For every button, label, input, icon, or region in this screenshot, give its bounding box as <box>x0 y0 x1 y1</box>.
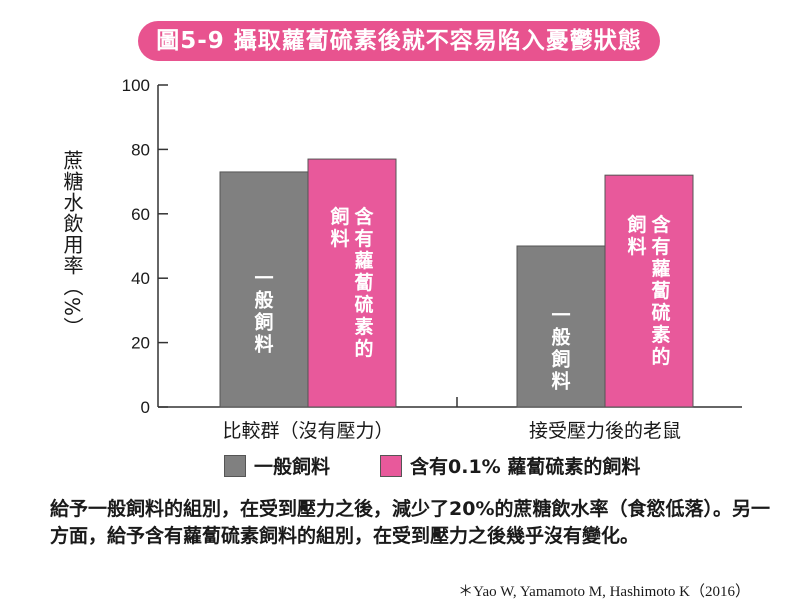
legend-swatch-normal <box>224 454 246 477</box>
bar-label: 含 <box>651 213 671 236</box>
bar-label: 般 <box>551 326 570 349</box>
y-tick-label: 40 <box>131 269 150 288</box>
chart-title: 圖5-9 攝取蘿蔔硫素後就不容易陷入憂鬱狀態 <box>138 21 660 61</box>
bar-label: 硫 <box>354 293 373 316</box>
bar-label: 蘿 <box>651 258 670 280</box>
bar-label: 飼 <box>329 205 349 228</box>
bar-label: 料 <box>330 227 349 250</box>
bar-label: 料 <box>551 370 570 393</box>
y-axis-label: 蔗糖水飲用率（%） <box>60 150 84 339</box>
x-category-label: 接受壓力後的老鼠 <box>529 420 681 442</box>
bar-chart: 020406080100一般飼料含有蘿蔔硫素的飼料比較群（沒有壓力）一般飼料含有… <box>122 76 742 442</box>
bar-label: 蔔 <box>354 272 373 294</box>
bar-label: 素 <box>651 323 670 346</box>
bar-label: 有 <box>651 235 670 258</box>
bar <box>604 174 694 408</box>
bar <box>307 158 397 408</box>
x-category-label: 比較群（沒有壓力） <box>222 420 393 442</box>
bar-label: 飼 <box>626 213 646 236</box>
legend-label-normal: 一般飼料 <box>254 456 331 478</box>
bar-label: 飼 <box>550 348 570 371</box>
citation: ＊Yao W, Yamamoto M, Hashimoto K（2016） <box>458 584 750 600</box>
bar-label: 一 <box>551 305 570 327</box>
bar-label: 硫 <box>651 301 670 324</box>
legend-item-normal: 一般飼料 <box>224 452 330 479</box>
legend-swatch-sulforaphane <box>380 454 403 477</box>
bar-label: 一 <box>254 267 273 289</box>
y-tick-label: 0 <box>141 398 150 417</box>
bar <box>516 245 606 408</box>
bar-label: 蔔 <box>651 280 670 302</box>
legend-label-sulforaphane: 含有0.1% 蘿蔔硫素的飼料 <box>410 456 641 478</box>
legend-item-sulforaphane: 含有0.1% 蘿蔔硫素的飼料 <box>380 452 640 479</box>
bar-label: 般 <box>254 288 273 311</box>
y-tick-label: 60 <box>131 205 150 224</box>
bar-label: 料 <box>627 235 646 258</box>
chart-caption: 給予一般飼料的組別，在受到壓力之後，減少了20%的蔗糖飲水率（食慾低落）。另一方… <box>50 498 770 547</box>
y-tick-label: 80 <box>131 140 150 159</box>
bar-label: 素 <box>354 315 373 338</box>
y-tick-label: 20 <box>131 334 150 353</box>
bar-label: 蘿 <box>354 250 373 272</box>
bar-label: 含 <box>354 205 374 228</box>
y-tick-label: 100 <box>122 76 150 95</box>
bar-label: 有 <box>354 227 373 250</box>
bar-label: 料 <box>254 332 273 355</box>
bar-label: 的 <box>354 337 373 360</box>
chart-legend: 一般飼料 含有0.1% 蘿蔔硫素的飼料 <box>224 452 640 479</box>
bar-label: 的 <box>651 345 670 368</box>
bar <box>219 171 309 408</box>
bar-label: 飼 <box>253 310 273 333</box>
